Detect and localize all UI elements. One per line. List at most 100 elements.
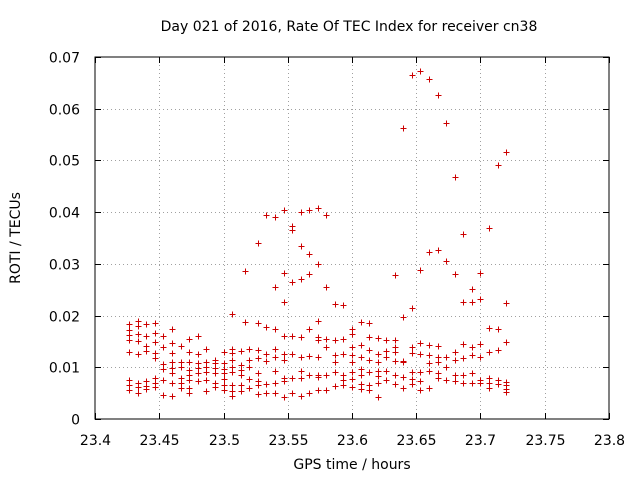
data-point [349, 352, 356, 359]
data-point [409, 369, 416, 376]
data-point [332, 301, 339, 308]
data-point [366, 357, 373, 364]
data-point [366, 334, 373, 341]
data-point [315, 354, 322, 361]
data-point [298, 243, 305, 250]
data-point [375, 373, 382, 380]
data-point [486, 385, 493, 392]
data-point [503, 149, 510, 156]
data-point [323, 212, 330, 219]
data-point [400, 359, 407, 366]
data-point [126, 337, 133, 344]
data-point [186, 359, 193, 366]
data-point [383, 337, 390, 344]
data-point [160, 377, 167, 384]
data-point [477, 354, 484, 361]
data-point [486, 325, 493, 332]
data-point [195, 378, 202, 385]
data-point [246, 357, 253, 364]
data-point [340, 382, 347, 389]
data-point [221, 370, 228, 377]
data-point [366, 369, 373, 376]
data-point [160, 366, 167, 373]
data-point [469, 370, 476, 377]
data-point [349, 359, 356, 366]
data-point [469, 380, 476, 387]
data-point [383, 348, 390, 355]
data-point [495, 162, 502, 169]
data-point [349, 344, 356, 351]
data-point [315, 261, 322, 268]
data-point [152, 330, 159, 337]
data-point [392, 372, 399, 379]
data-point [289, 390, 296, 397]
data-point [340, 302, 347, 309]
data-point [143, 386, 150, 393]
data-point [452, 378, 459, 385]
data-point [409, 72, 416, 79]
data-point [281, 207, 288, 214]
data-point [135, 351, 142, 358]
data-point [332, 383, 339, 390]
data-point [246, 346, 253, 353]
data-point [289, 279, 296, 286]
data-point [400, 374, 407, 381]
data-point [169, 340, 176, 347]
data-point [452, 372, 459, 379]
data-point [306, 353, 313, 360]
data-point [298, 209, 305, 216]
y-tick-label: 0.05 [49, 154, 80, 170]
data-point [135, 384, 142, 391]
data-point [409, 305, 416, 312]
data-point [203, 388, 210, 395]
data-point [469, 286, 476, 293]
data-point [169, 359, 176, 366]
data-point [417, 351, 424, 358]
data-point [443, 120, 450, 127]
data-point [169, 350, 176, 357]
data-point [263, 358, 270, 365]
data-point [126, 321, 133, 328]
data-point [238, 382, 245, 389]
data-point [332, 359, 339, 366]
data-point [298, 393, 305, 400]
data-point [443, 364, 450, 371]
y-tick-label: 0.07 [49, 51, 80, 67]
data-point [315, 387, 322, 394]
data-point [263, 390, 270, 397]
x-axis-label: GPS time / hours [293, 457, 410, 473]
data-point [178, 364, 185, 371]
data-point [152, 384, 159, 391]
data-point [469, 344, 476, 351]
data-point [435, 92, 442, 99]
data-point [281, 299, 288, 306]
data-point [272, 354, 279, 361]
data-point [358, 319, 365, 326]
data-point [426, 249, 433, 256]
data-point [460, 341, 467, 348]
data-point [409, 350, 416, 357]
data-point [126, 349, 133, 356]
data-point [263, 351, 270, 358]
data-point [477, 270, 484, 277]
data-point [315, 337, 322, 344]
data-point [229, 369, 236, 376]
data-point [375, 359, 382, 366]
data-point [315, 205, 322, 212]
data-point [169, 380, 176, 387]
data-point [195, 351, 202, 358]
data-point [349, 384, 356, 391]
data-point [203, 377, 210, 384]
data-point [349, 369, 356, 376]
data-point [281, 333, 288, 340]
data-point [375, 380, 382, 387]
data-point [186, 349, 193, 356]
x-tick-label: 23.4 [80, 433, 111, 449]
data-point [409, 381, 416, 388]
data-point [229, 357, 236, 364]
data-point [306, 207, 313, 214]
data-point [160, 333, 167, 340]
x-tick-label: 23.75 [525, 433, 565, 449]
y-tick-label: 0.01 [49, 361, 80, 377]
axis-ticks: 23.4 23.45 23.5 23.55 23.6 23.65 23.7 23.75 23.8… [49, 51, 625, 450]
